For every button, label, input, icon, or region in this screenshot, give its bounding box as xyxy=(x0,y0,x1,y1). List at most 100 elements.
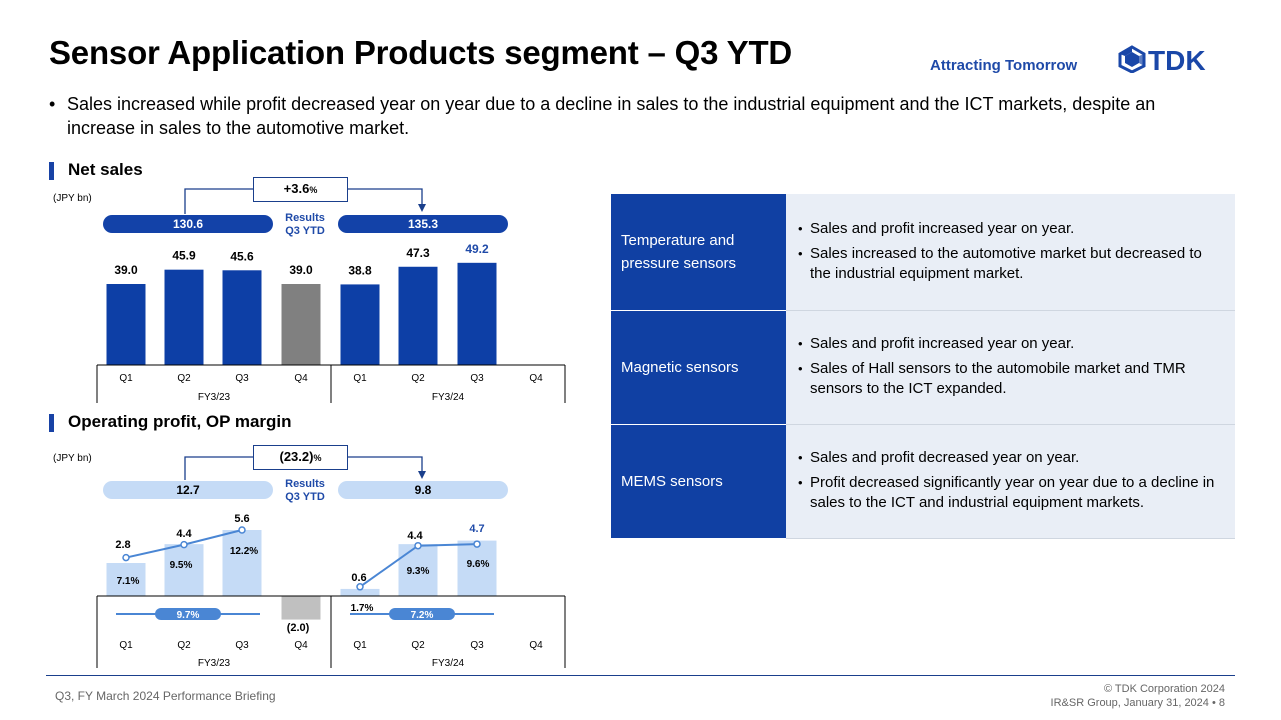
data-label: 5.6 xyxy=(234,513,249,525)
tdk-logo-icon: TDK xyxy=(1118,45,1206,76)
tagline: Attracting Tomorrow xyxy=(930,57,1078,74)
op-profit-change-box: (23.2)% xyxy=(253,445,348,470)
margin-point xyxy=(356,583,364,591)
ytd-curr-pill: 135.3 xyxy=(338,215,508,233)
net-sales-title: Net sales xyxy=(68,160,143,179)
page-title: Sensor Application Products segment – Q3… xyxy=(49,34,793,71)
group-label: FY3/23 xyxy=(198,392,231,403)
net-sales-change: +3.6 xyxy=(283,181,310,196)
annual-margin-pill xyxy=(155,608,221,620)
tick-label: Q4 xyxy=(294,640,308,651)
footer-divider xyxy=(46,675,1235,676)
op-profit-title: Operating profit, OP margin xyxy=(68,412,292,431)
data-label: 4.7 xyxy=(469,523,484,535)
tick-label: Q2 xyxy=(411,640,425,651)
bar xyxy=(281,596,321,620)
tick-label: Q1 xyxy=(353,373,367,384)
tick-label: Q4 xyxy=(294,373,308,384)
margin-label: 9.3% xyxy=(407,566,430,577)
bar xyxy=(222,270,262,365)
group-label: FY3/24 xyxy=(432,392,465,403)
data-label: (2.0) xyxy=(287,622,310,634)
tdk-logo: TDK xyxy=(1118,45,1234,76)
op-ytd-prev-pill: 12.7 xyxy=(103,481,273,499)
net-sales-chart: 39.0 45.9 45.6 39.0 38.8 47.3 49.2 Q1 Q2 Q3 Q4 Q1 Q2… xyxy=(96,242,566,403)
margin-point xyxy=(238,526,246,534)
footer-left: Q3, FY March 2024 Performance Briefing xyxy=(55,689,276,703)
data-label: 49.2 xyxy=(465,242,489,256)
annual-margin-label: 9.7% xyxy=(177,610,200,621)
tick-label: Q3 xyxy=(470,640,484,651)
bar xyxy=(398,544,438,596)
segment-desc: Sales and profit increased year on year.… xyxy=(786,310,1235,425)
segment-desc: Sales and profit decreased year on year.… xyxy=(786,424,1235,539)
op-profit-chart: 9.7% 7.2% 7.1% 9.5% 12.2% 1.7% 9.3% 9.6% 2.8 4.4 5… xyxy=(96,513,566,669)
tick-label: Q2 xyxy=(411,373,425,384)
op-ytd-curr-pill: 9.8 xyxy=(338,481,508,499)
data-label: 47.3 xyxy=(406,246,430,260)
results-label: Results Q3 YTD xyxy=(285,212,325,237)
bar xyxy=(222,530,262,596)
bar xyxy=(340,588,380,596)
tick-label: Q4 xyxy=(529,373,543,384)
margin-label: 12.2% xyxy=(230,546,258,557)
margin-label: 7.1% xyxy=(117,576,140,587)
bar xyxy=(106,284,146,365)
op-results-label: Results Q3 YTD xyxy=(285,478,325,503)
list-item: Sales and profit increased year on year. xyxy=(798,219,1221,239)
tick-label: Q4 xyxy=(529,640,543,651)
data-label: 2.8 xyxy=(115,539,130,551)
summary-bullet: • Sales increased while profit decreased… xyxy=(49,92,1179,140)
net-sales-change-box: +3.6% xyxy=(253,177,348,202)
data-label: 45.6 xyxy=(230,249,254,263)
tick-label: Q2 xyxy=(177,373,191,384)
list-item: Sales and profit increased year on year. xyxy=(798,334,1221,354)
data-label: 45.9 xyxy=(172,249,196,263)
segment-label: MEMS sensors xyxy=(611,424,786,539)
segment-label: Magnetic sensors xyxy=(611,310,786,425)
data-label: 4.4 xyxy=(176,528,192,540)
margin-point xyxy=(122,553,130,562)
list-item: Sales increased to the automotive market… xyxy=(798,244,1221,284)
margin-label: 9.5% xyxy=(170,560,193,571)
bar xyxy=(106,563,146,596)
data-label: 39.0 xyxy=(289,263,313,277)
tick-label: Q3 xyxy=(470,373,484,384)
list-item: Sales and profit decreased year on year. xyxy=(798,448,1221,468)
table-row: Magnetic sensors Sales and profit increa… xyxy=(611,310,1235,425)
tick-label: Q1 xyxy=(119,640,133,651)
margin-label: 1.7% xyxy=(351,603,374,614)
group-label: FY3/23 xyxy=(198,658,231,669)
list-item: Profit decreased significantly year on y… xyxy=(798,473,1221,513)
margin-point xyxy=(180,540,188,549)
section-marker xyxy=(49,162,54,180)
table-row: Temperature and pressure sensors Sales a… xyxy=(611,194,1235,311)
list-item: Sales of Hall sensors to the automobile … xyxy=(798,359,1221,399)
tick-label: Q3 xyxy=(235,373,249,384)
bar xyxy=(457,262,497,365)
ytd-prev-pill: 130.6 xyxy=(103,215,273,233)
section-marker xyxy=(49,414,54,432)
bar xyxy=(398,266,438,365)
op-profit-change: (23.2) xyxy=(279,449,314,464)
tick-label: Q1 xyxy=(119,373,133,384)
data-label: 39.0 xyxy=(114,263,138,277)
svg-text:TDK: TDK xyxy=(1148,45,1206,73)
bar xyxy=(164,544,204,596)
segment-desc: Sales and profit increased year on year.… xyxy=(786,194,1235,311)
segment-label: Temperature and pressure sensors xyxy=(611,194,786,311)
bar xyxy=(281,284,321,365)
bar xyxy=(340,284,380,365)
summary-text: Sales increased while profit decreased y… xyxy=(67,94,1156,138)
bar xyxy=(164,269,204,365)
segment-table: Temperature and pressure sensors Sales a… xyxy=(611,194,1235,539)
margin-point xyxy=(473,540,481,548)
footer-right: © TDK Corporation 2024 IR&SR Group, Janu… xyxy=(1050,683,1225,709)
tick-label: Q1 xyxy=(353,640,367,651)
bar xyxy=(457,540,497,596)
data-label: 38.8 xyxy=(348,263,372,277)
net-sales-unit: (JPY bn) xyxy=(53,193,92,204)
margin-point xyxy=(414,541,422,550)
margin-label: 9.6% xyxy=(467,559,490,570)
annual-margin-pill xyxy=(389,608,455,620)
